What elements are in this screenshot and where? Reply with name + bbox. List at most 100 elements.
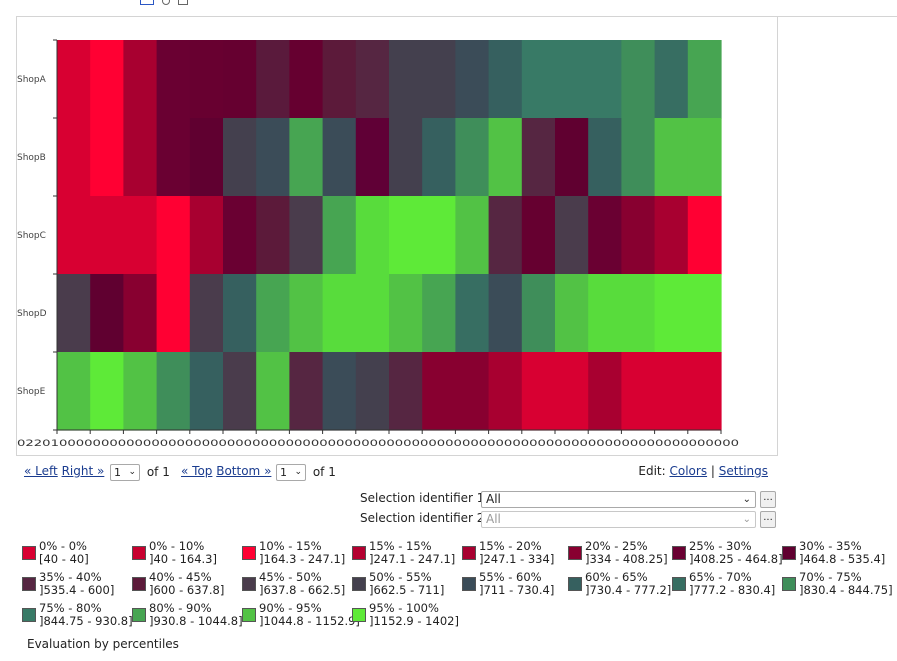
heatmap-cell[interactable] [123,352,158,431]
heatmap-cell[interactable] [654,274,689,353]
heatmap-cell[interactable] [156,352,191,431]
heatmap-cell[interactable] [588,274,622,353]
heatmap-cell[interactable] [289,274,324,353]
chart-type-icon[interactable] [140,0,154,5]
heatmap-cell[interactable] [488,352,523,431]
heatmap-cell[interactable] [389,196,423,275]
heatmap-cell[interactable] [389,274,423,353]
heatmap-cell[interactable] [687,196,722,275]
heatmap-cell[interactable] [322,352,357,431]
heatmap-cell[interactable] [256,196,290,275]
heatmap-cell[interactable] [355,274,390,353]
heatmap-cell[interactable] [57,352,91,431]
heatmap-cell[interactable] [521,118,556,197]
heatmap-cell[interactable] [57,196,91,275]
heatmap-cell[interactable] [256,118,290,197]
heatmap-cell[interactable] [322,118,357,197]
heatmap-cell[interactable] [289,352,324,431]
heatmap-cell[interactable] [455,118,490,197]
heatmap-cell[interactable] [555,274,589,353]
heatmap-cell[interactable] [223,40,257,119]
heatmap-cell[interactable] [687,118,722,197]
heatmap-cell[interactable] [189,40,224,119]
heatmap-cell[interactable] [488,196,523,275]
heatmap-cell[interactable] [654,196,689,275]
heatmap-cell[interactable] [654,352,689,431]
heatmap-cell[interactable] [521,196,556,275]
heatmap-cell[interactable] [355,118,390,197]
heatmap-cell[interactable] [322,196,357,275]
export-icon[interactable] [177,0,188,5]
heatmap-cell[interactable] [455,352,490,431]
heatmap-cell[interactable] [355,40,390,119]
scroll-left-link[interactable]: « Left [24,464,58,478]
heatmap-cell[interactable] [223,196,257,275]
heatmap-cell[interactable] [521,274,556,353]
scroll-bottom-link[interactable]: Bottom » [216,464,272,478]
heatmap-cell[interactable] [621,118,656,197]
heatmap-cell[interactable] [687,352,722,431]
heatmap-cell[interactable] [223,352,257,431]
heatmap-cell[interactable] [588,40,622,119]
heatmap-cell[interactable] [189,196,224,275]
heatmap-cell[interactable] [322,274,357,353]
heatmap-cell[interactable] [621,352,656,431]
heatmap-cell[interactable] [123,40,158,119]
selection-identifier-1-more-button[interactable]: ... [760,491,776,508]
heatmap-cell[interactable] [455,274,490,353]
selection-identifier-2-more-button[interactable]: ... [760,511,776,528]
heatmap-cell[interactable] [687,40,722,119]
row-page-select[interactable]: 1 ⌄ [276,464,306,481]
heatmap-cell[interactable] [521,40,556,119]
heatmap-cell[interactable] [521,352,556,431]
heatmap-cell[interactable] [90,40,124,119]
heatmap-cell[interactable] [123,118,158,197]
heatmap-cell[interactable] [455,40,490,119]
heatmap-cell[interactable] [422,196,456,275]
heatmap-cell[interactable] [322,40,357,119]
heatmap-cell[interactable] [289,196,324,275]
heatmap-cell[interactable] [654,40,689,119]
edit-colors-link[interactable]: Colors [669,464,708,478]
heatmap-cell[interactable] [355,352,390,431]
heatmap-cell[interactable] [223,118,257,197]
heatmap-cell[interactable] [687,274,722,353]
heatmap-cell[interactable] [189,118,224,197]
edit-settings-link[interactable]: Settings [718,464,768,478]
heatmap-cell[interactable] [123,274,158,353]
heatmap-cell[interactable] [588,196,622,275]
heatmap-cell[interactable] [555,118,589,197]
heatmap-cell[interactable] [189,274,224,353]
heatmap-cell[interactable] [422,352,456,431]
heatmap-cell[interactable] [654,118,689,197]
scroll-top-link[interactable]: « Top [181,464,213,478]
heatmap-cell[interactable] [256,40,290,119]
heatmap-cell[interactable] [57,118,91,197]
search-icon[interactable] [161,0,170,5]
heatmap-cell[interactable] [90,118,124,197]
heatmap-cell[interactable] [289,118,324,197]
heatmap-cell[interactable] [256,352,290,431]
heatmap-cell[interactable] [57,274,91,353]
heatmap-cell[interactable] [488,118,523,197]
heatmap-cell[interactable] [289,40,324,119]
heatmap-cell[interactable] [223,274,257,353]
heatmap-cell[interactable] [57,40,91,119]
heatmap-cell[interactable] [422,274,456,353]
heatmap-cell[interactable] [90,196,124,275]
heatmap-cell[interactable] [389,118,423,197]
heatmap-cell[interactable] [588,352,622,431]
heatmap-cell[interactable] [156,118,191,197]
heatmap-cell[interactable] [455,196,490,275]
heatmap-cell[interactable] [156,196,191,275]
heatmap-cell[interactable] [389,40,423,119]
heatmap-cell[interactable] [488,274,523,353]
heatmap-cell[interactable] [355,196,390,275]
heatmap-cell[interactable] [156,274,191,353]
selection-identifier-2-select[interactable]: All ⌄ [481,511,756,528]
heatmap-cell[interactable] [621,274,656,353]
column-page-select[interactable]: 1 ⌄ [110,464,140,481]
heatmap-cell[interactable] [189,352,224,431]
heatmap-cell[interactable] [621,40,656,119]
heatmap-cell[interactable] [555,352,589,431]
